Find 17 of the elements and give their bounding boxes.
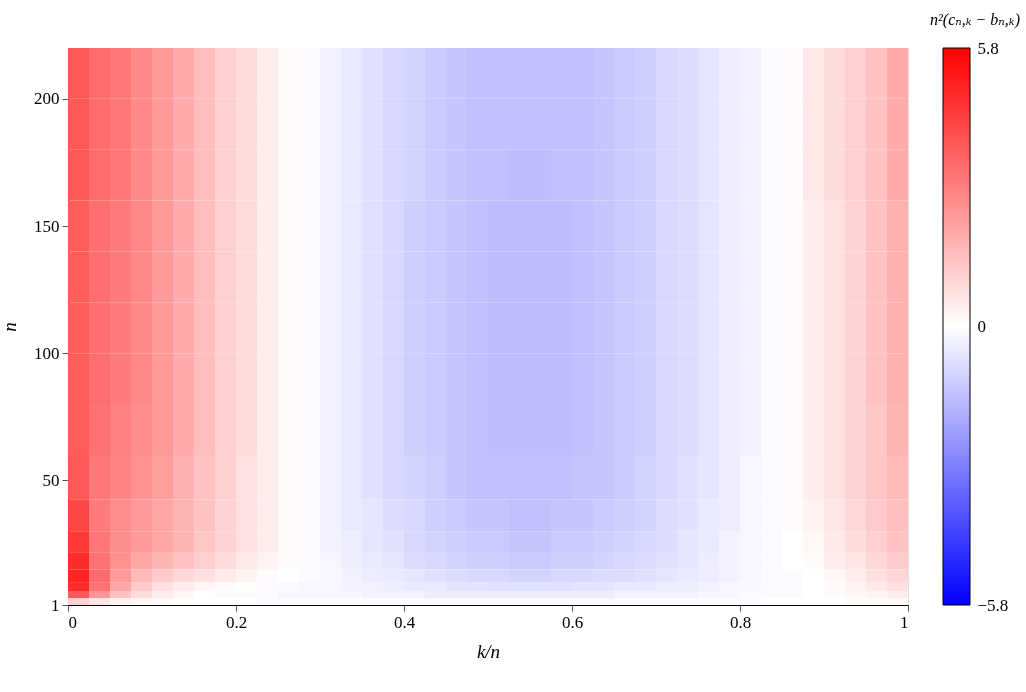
x-tick-label: 0.6 bbox=[561, 612, 584, 632]
y-tick-label: 1 bbox=[51, 595, 60, 615]
y-tick-label: 150 bbox=[34, 216, 60, 236]
y-axis-title: n bbox=[0, 322, 20, 332]
y-tick-label: 50 bbox=[42, 470, 60, 490]
x-axis-title: k/n bbox=[476, 640, 501, 662]
x-tick-label: 0.4 bbox=[393, 612, 416, 632]
x-tick-label: 0 bbox=[68, 612, 77, 632]
y-tick-label: 100 bbox=[34, 343, 60, 363]
color-bar-label: −5.8 bbox=[977, 595, 1009, 615]
color-bar-label: 0 bbox=[977, 317, 986, 336]
x-tick-label: 0.2 bbox=[225, 612, 248, 632]
color-bar-label: 5.8 bbox=[977, 38, 999, 58]
x-tick-label: 0.8 bbox=[729, 612, 752, 632]
y-tick-label: 200 bbox=[34, 89, 60, 109]
x-tick-label: 1 bbox=[900, 612, 909, 632]
color-bar-title: n²(cₙ,ₖ − bₙ,ₖ) bbox=[930, 11, 1020, 29]
